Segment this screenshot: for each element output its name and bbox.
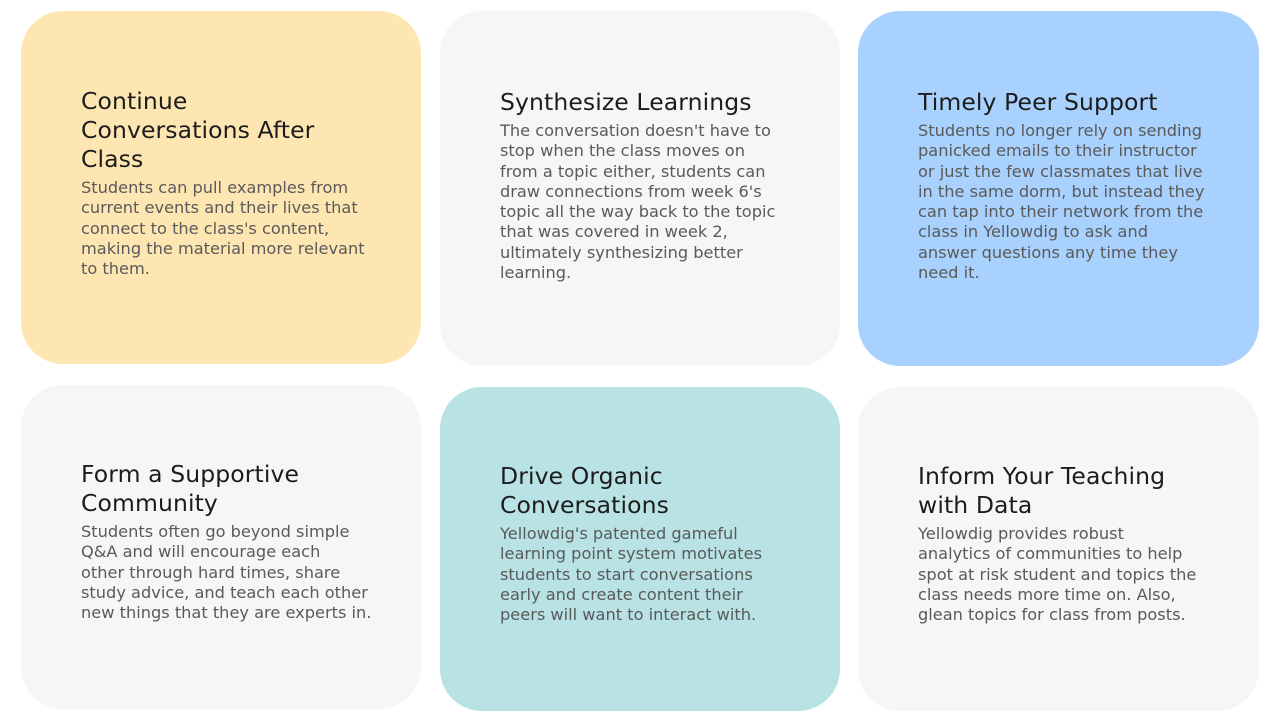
card-description: Students no longer rely on sending panic… [918,121,1205,283]
card-title: Drive Organic Conversations [500,462,669,519]
card-title: Continue Conversations After Class [81,87,315,173]
card-title: Inform Your Teaching with Data [918,462,1166,519]
card-synthesize-learnings: Synthesize Learnings The conversation do… [440,11,840,366]
card-timely-peer-support: Timely Peer Support Students no longer r… [858,11,1259,366]
card-continue-conversations: Continue Conversations After Class Stude… [21,11,421,364]
card-description: Students often go beyond simple Q&A and … [81,522,372,623]
card-title: Form a Supportive Community [81,460,300,517]
card-supportive-community: Form a Supportive Community Students oft… [21,385,421,709]
card-description: Yellowdig's patented gameful learning po… [500,524,763,625]
card-description: Yellowdig provides robust analytics of c… [918,524,1197,625]
card-organic-conversations: Drive Organic Conversations Yellowdig's … [440,387,840,711]
card-inform-teaching: Inform Your Teaching with Data Yellowdig… [858,387,1259,711]
card-description: The conversation doesn't have to stop wh… [500,121,776,283]
card-title: Synthesize Learnings [500,88,752,116]
card-description: Students can pull examples from current … [81,178,365,279]
card-title: Timely Peer Support [918,88,1158,116]
